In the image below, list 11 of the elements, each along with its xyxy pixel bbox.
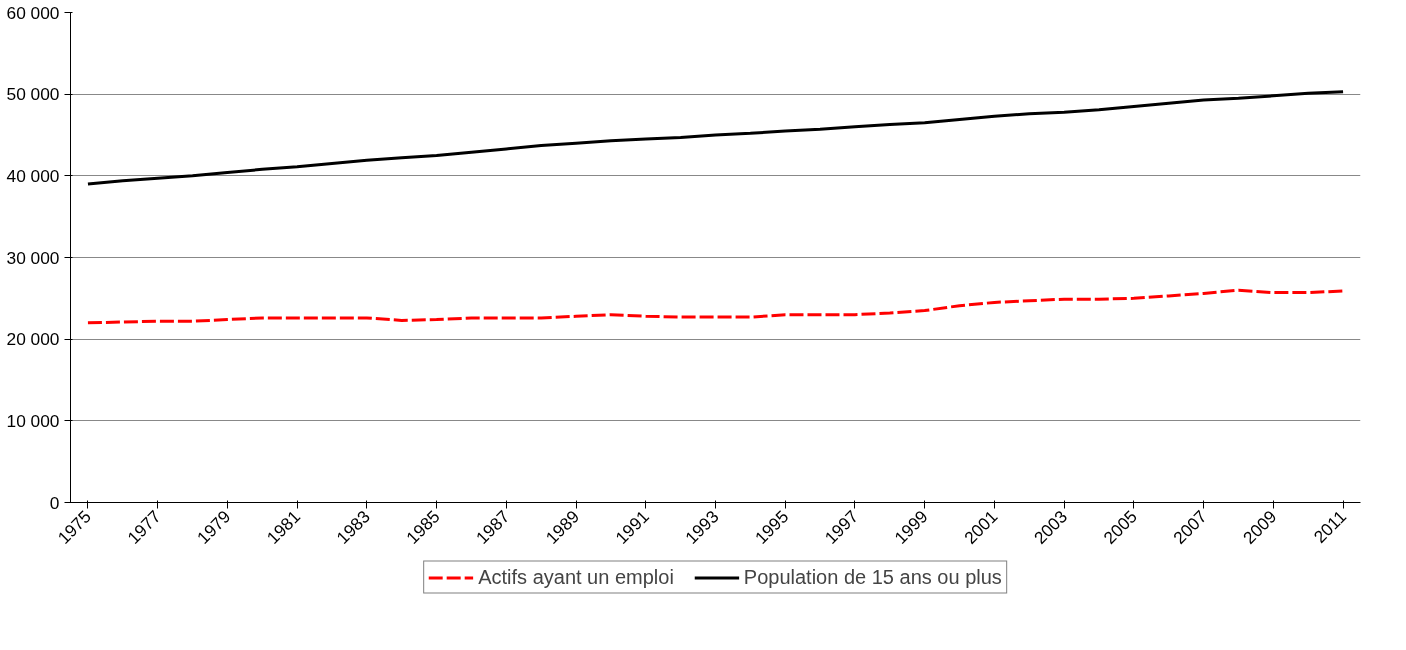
y-tick-label: 10 000 xyxy=(6,410,60,431)
y-tick-label: 60 000 xyxy=(6,2,60,23)
y-tick-label: 20 000 xyxy=(6,329,60,350)
line-series xyxy=(86,288,1345,325)
y-tick-label: 0 xyxy=(49,492,60,513)
line-series xyxy=(86,90,1345,186)
legend-label: Population de 15 ans ou plus xyxy=(743,565,1002,589)
y-tick-label: 40 000 xyxy=(6,165,60,186)
y-tick-label: 50 000 xyxy=(6,84,60,105)
legend-label: Actifs ayant un emploi xyxy=(478,565,674,589)
y-tick-label: 30 000 xyxy=(6,247,60,268)
